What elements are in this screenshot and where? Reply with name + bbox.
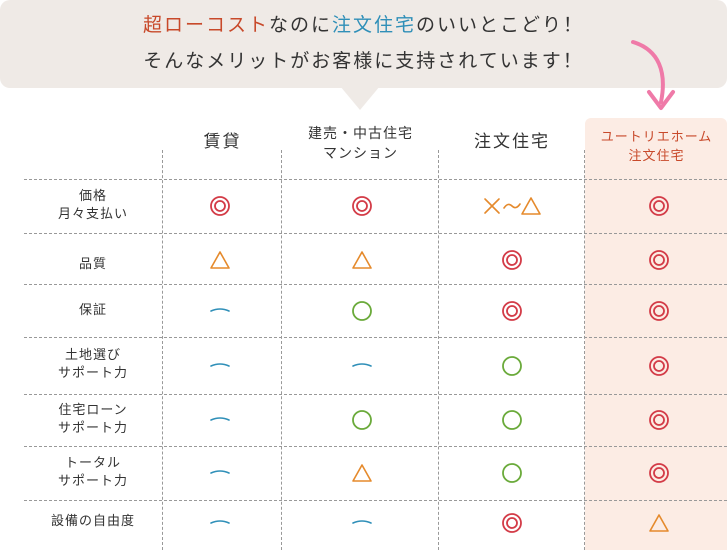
column-header-rental-line-1: 賃貸 bbox=[203, 132, 242, 152]
circle-icon bbox=[350, 408, 374, 432]
double-circle-icon bbox=[647, 194, 671, 218]
double-circle-icon bbox=[500, 511, 524, 535]
dash-icon bbox=[208, 408, 232, 432]
double-circle-icon bbox=[500, 299, 524, 323]
double-circle-icon bbox=[208, 194, 232, 218]
headline-connector: なのに bbox=[268, 14, 332, 36]
triangle-icon bbox=[350, 248, 374, 272]
headline-best-of-both: のいいとこどり！ bbox=[416, 14, 585, 36]
row-label-loan-support: 住宅ローン サポート力 bbox=[24, 402, 162, 438]
double-circle-icon bbox=[647, 461, 671, 485]
row-label-warranty: 保証 bbox=[24, 302, 162, 320]
row-divider bbox=[24, 284, 727, 285]
triangle-icon bbox=[350, 461, 374, 485]
row-label-equipment-freedom-line-1: 設備の自由度 bbox=[50, 514, 135, 529]
double-circle-icon bbox=[647, 248, 671, 272]
triangle-icon bbox=[208, 248, 232, 272]
double-circle-icon bbox=[647, 408, 671, 432]
row-label-loan-support-line-1: 住宅ローン bbox=[58, 403, 128, 418]
double-circle-icon bbox=[500, 248, 524, 272]
row-label-price-line-1: 価格 bbox=[78, 189, 107, 204]
row-label-quality-line-1: 品質 bbox=[78, 257, 107, 272]
double-circle-icon bbox=[647, 299, 671, 323]
row-label-warranty-line-1: 保証 bbox=[78, 303, 107, 318]
highlight-column-background bbox=[585, 118, 727, 550]
circle-icon bbox=[500, 461, 524, 485]
cross-to-triangle-icon bbox=[482, 194, 542, 218]
column-header-utorie-home: ユートリエホーム 注文住宅 bbox=[586, 128, 727, 166]
dash-icon bbox=[208, 511, 232, 535]
headline-line-1: 超ローコストなのに注文住宅のいいとこどり！ bbox=[0, 10, 727, 37]
row-label-total-support: トータル サポート力 bbox=[24, 455, 162, 491]
row-divider bbox=[24, 233, 727, 234]
column-header-utorie-home-line-2: 注文住宅 bbox=[628, 149, 685, 164]
circle-icon bbox=[350, 299, 374, 323]
speech-bubble bbox=[0, 0, 727, 88]
row-divider bbox=[24, 179, 727, 180]
double-circle-icon bbox=[647, 354, 671, 378]
row-label-land-support-line-2: サポート力 bbox=[57, 366, 128, 381]
row-label-land-support-line-1: 土地選び bbox=[64, 348, 121, 363]
row-label-price-line-2: 月々支払い bbox=[57, 207, 128, 222]
headline-low-cost: 超ローコスト bbox=[142, 14, 269, 36]
triangle-icon bbox=[647, 511, 671, 535]
row-label-total-support-line-1: トータル bbox=[64, 456, 121, 471]
row-label-land-support: 土地選び サポート力 bbox=[24, 347, 162, 383]
column-divider bbox=[162, 150, 163, 550]
column-divider bbox=[584, 150, 585, 550]
row-label-price: 価格 月々支払い bbox=[24, 188, 162, 224]
column-divider bbox=[281, 150, 282, 550]
column-header-custom-home-line-1: 注文住宅 bbox=[474, 132, 550, 152]
row-label-equipment-freedom: 設備の自由度 bbox=[24, 513, 162, 531]
dash-icon bbox=[208, 299, 232, 323]
row-divider bbox=[24, 337, 727, 338]
circle-icon bbox=[500, 408, 524, 432]
column-header-utorie-home-line-1: ユートリエホーム bbox=[600, 130, 713, 145]
column-divider bbox=[438, 150, 439, 550]
column-header-ready-built-line-2: マンション bbox=[323, 146, 398, 162]
row-label-total-support-line-2: サポート力 bbox=[57, 474, 128, 489]
double-circle-icon bbox=[350, 194, 374, 218]
column-header-custom-home: 注文住宅 bbox=[440, 131, 584, 153]
dash-icon bbox=[350, 354, 374, 378]
headline-custom-home: 注文住宅 bbox=[332, 14, 417, 36]
column-header-ready-built: 建売・中古住宅 マンション bbox=[283, 124, 438, 164]
row-label-loan-support-line-2: サポート力 bbox=[57, 421, 128, 436]
row-divider bbox=[24, 394, 727, 395]
dash-icon bbox=[208, 354, 232, 378]
row-divider bbox=[24, 446, 727, 447]
speech-bubble-tail bbox=[340, 86, 380, 110]
column-header-rental: 賃貸 bbox=[164, 131, 281, 153]
headline-line-2: そんなメリットがお客様に支持されています！ bbox=[143, 50, 584, 72]
row-divider bbox=[24, 500, 727, 501]
circle-icon bbox=[500, 354, 524, 378]
column-header-ready-built-line-1: 建売・中古住宅 bbox=[308, 126, 413, 142]
dash-icon bbox=[208, 461, 232, 485]
row-label-quality: 品質 bbox=[24, 256, 162, 274]
dash-icon bbox=[350, 511, 374, 535]
pink-arrow-icon bbox=[631, 40, 675, 110]
